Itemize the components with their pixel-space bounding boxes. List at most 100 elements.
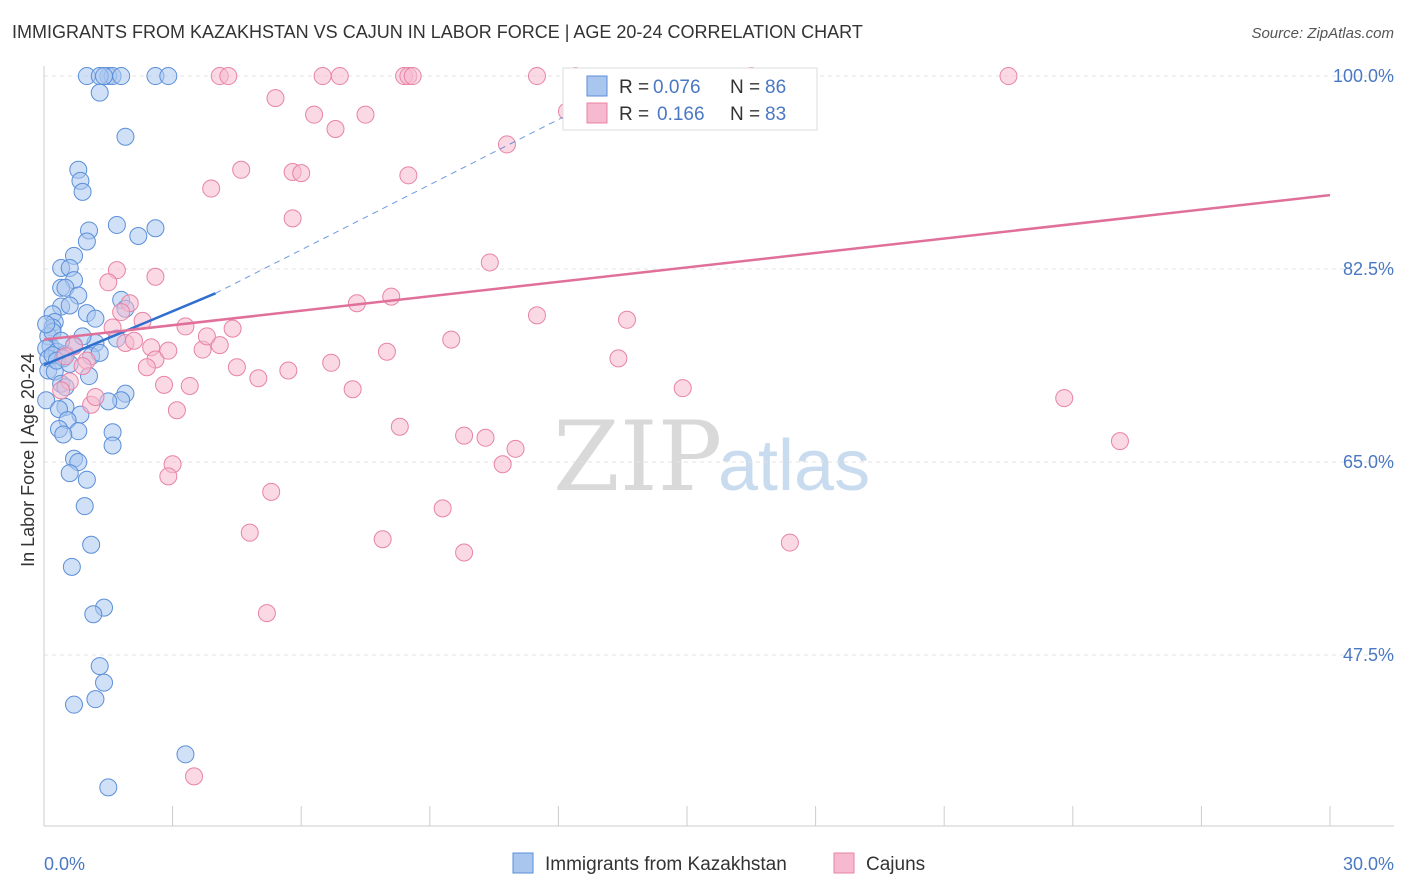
point-series1-66 xyxy=(373,530,392,549)
point-series1-2 xyxy=(313,67,332,86)
point-series1-11 xyxy=(266,89,285,108)
point-series1-26 xyxy=(99,273,118,292)
point-series0-75 xyxy=(86,690,105,709)
point-series1-42 xyxy=(609,349,628,368)
point-series1-65 xyxy=(240,523,259,542)
point-series0-67 xyxy=(77,470,96,489)
stats-swatch-kazakhstan xyxy=(586,75,608,97)
point-series1-79 xyxy=(197,327,216,346)
point-series0-14 xyxy=(146,219,165,238)
chart-title: IMMIGRANTS FROM KAZAKHSTAN VS CAJUN IN L… xyxy=(12,22,863,42)
point-series1-81 xyxy=(322,353,341,372)
point-series1-34 xyxy=(223,319,242,338)
point-series1-6 xyxy=(403,67,422,86)
point-series0-68 xyxy=(75,497,94,516)
point-series0-9 xyxy=(116,127,135,146)
legend-label-kazakhstan: Immigrants from Kazakhstan xyxy=(545,854,787,875)
legend-swatch-kazakhstan xyxy=(512,852,534,874)
axes xyxy=(43,66,1394,827)
point-series0-17 xyxy=(77,232,96,251)
watermark-atlas: atlas xyxy=(718,426,870,506)
point-series1-80 xyxy=(159,341,178,360)
point-series1-10 xyxy=(999,67,1018,86)
point-series1-30 xyxy=(112,303,131,322)
point-series1-74 xyxy=(52,381,71,400)
stats-n-value-kazakhstan: 86 xyxy=(765,77,786,98)
x-tick-label-min: 0.0% xyxy=(44,854,85,874)
point-series0-76 xyxy=(65,695,84,714)
point-series1-7 xyxy=(527,67,546,86)
point-series1-50 xyxy=(343,380,362,399)
point-series1-55 xyxy=(390,417,409,436)
point-series0-61 xyxy=(54,425,73,444)
point-series0-63 xyxy=(103,436,122,455)
point-series0-27 xyxy=(60,296,79,315)
y-axis-label: In Labor Force | Age 20-24 xyxy=(18,353,38,567)
point-series0-3 xyxy=(112,67,131,86)
point-series1-13 xyxy=(356,105,375,124)
point-series0-73 xyxy=(90,657,109,676)
point-series1-21 xyxy=(202,179,221,198)
point-series1-27 xyxy=(382,287,401,306)
point-series1-23 xyxy=(480,253,499,272)
point-series0-7 xyxy=(95,67,114,86)
point-series1-64 xyxy=(433,499,452,518)
series-0 xyxy=(37,67,195,797)
stats-swatch-cajuns xyxy=(586,102,608,124)
point-series1-51 xyxy=(673,379,692,398)
stats-r-value-kazakhstan: 0.076 xyxy=(653,77,701,98)
point-series1-62 xyxy=(159,467,178,486)
point-series1-52 xyxy=(1055,389,1074,408)
point-series0-69 xyxy=(82,535,101,554)
point-series1-68 xyxy=(455,543,474,562)
point-series0-77 xyxy=(176,745,195,764)
point-series1-31 xyxy=(527,306,546,325)
trend-line-series1 xyxy=(43,193,1331,341)
stats-r-label-kazakhstan: R = xyxy=(619,77,649,98)
y-tick-label-1: 65.0% xyxy=(1343,452,1394,472)
source-label: Source: ZipAtlas.com xyxy=(1251,25,1394,42)
point-series1-43 xyxy=(227,358,246,377)
point-series0-13 xyxy=(107,215,126,234)
point-series0-66 xyxy=(60,464,79,483)
point-series1-19 xyxy=(292,164,311,183)
point-series1-54 xyxy=(167,401,186,420)
point-series1-56 xyxy=(455,426,474,445)
point-series1-60 xyxy=(1110,432,1129,451)
watermark: ZIP atlas xyxy=(553,401,870,513)
point-series1-76 xyxy=(125,331,144,350)
point-series1-3 xyxy=(330,67,349,86)
point-series1-77 xyxy=(73,357,92,376)
point-series1-36 xyxy=(210,336,229,355)
point-series1-48 xyxy=(180,376,199,395)
point-series1-82 xyxy=(617,310,636,329)
point-series1-59 xyxy=(493,455,512,474)
point-series0-54 xyxy=(37,391,56,410)
point-series0-16 xyxy=(129,226,148,245)
point-series1-58 xyxy=(506,439,525,458)
point-series1-67 xyxy=(780,533,799,552)
point-series1-25 xyxy=(146,267,165,286)
point-series1-63 xyxy=(262,482,281,501)
point-series0-8 xyxy=(90,83,109,102)
point-series1-22 xyxy=(283,209,302,228)
point-series1-16 xyxy=(497,135,516,154)
point-series1-69 xyxy=(257,604,276,623)
y-tick-label-0: 47.5% xyxy=(1343,645,1394,665)
y-tick-label-3: 100.0% xyxy=(1333,66,1394,86)
point-series1-1 xyxy=(219,67,238,86)
point-series1-33 xyxy=(176,317,195,336)
point-series1-14 xyxy=(326,119,345,138)
point-series1-49 xyxy=(155,375,174,394)
legend: Immigrants from Kazakhstan Cajuns xyxy=(512,852,925,875)
point-series0-74 xyxy=(95,673,114,692)
point-series1-12 xyxy=(305,105,324,124)
point-series0-72 xyxy=(84,605,103,624)
point-series1-47 xyxy=(249,369,268,388)
point-series1-35 xyxy=(442,330,461,349)
point-series1-39 xyxy=(377,342,396,361)
stats-box: R = 0.076 N = 86 R = 0.166 N = 83 xyxy=(562,67,818,131)
point-series1-17 xyxy=(232,160,251,179)
stats-r-label-cajuns: R = xyxy=(619,104,649,125)
